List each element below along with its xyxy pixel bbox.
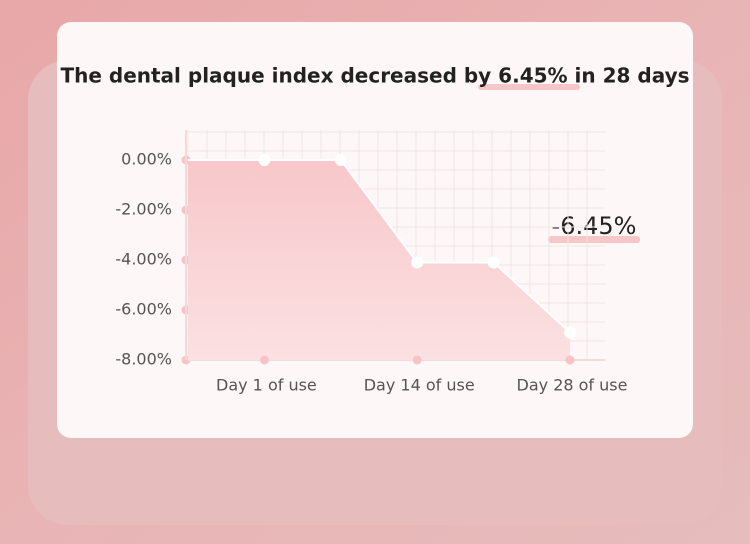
x-tick-label: Day 14 of use <box>364 376 475 395</box>
y-tick-label: -8.00% <box>115 350 172 369</box>
y-tick-label: -4.00% <box>115 250 172 269</box>
x-tick-mark <box>412 355 422 365</box>
point <box>258 154 271 166</box>
x-tick-label: Day 28 of use <box>517 376 628 395</box>
x-tick-mark <box>259 355 269 365</box>
y-tick-label: -6.00% <box>115 300 172 319</box>
point <box>334 154 347 166</box>
y-tick-label: 0.00% <box>121 150 172 169</box>
area <box>188 160 570 360</box>
annotation-highlight <box>548 236 640 243</box>
title-highlight <box>478 84 580 90</box>
point <box>487 256 500 269</box>
line <box>188 159 571 334</box>
annotation: -6.45% <box>552 212 637 240</box>
point <box>411 256 424 269</box>
point <box>564 326 576 339</box>
x-tick-label: Day 1 of use <box>216 376 317 395</box>
chart-title: The dental plaque index decreased by 6.4… <box>60 64 689 88</box>
y-tick-label: -2.00% <box>115 200 172 219</box>
x-tick-mark <box>565 355 575 365</box>
